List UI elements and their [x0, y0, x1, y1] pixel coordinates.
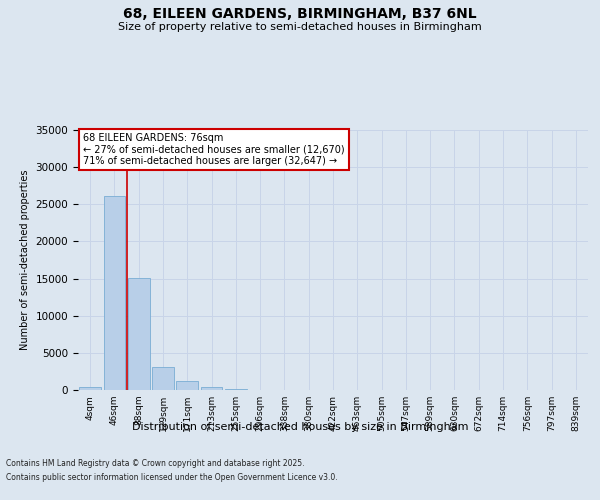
- Bar: [79, 387, 101, 390]
- Text: 68, EILEEN GARDENS, BIRMINGHAM, B37 6NL: 68, EILEEN GARDENS, BIRMINGHAM, B37 6NL: [123, 8, 477, 22]
- Text: Size of property relative to semi-detached houses in Birmingham: Size of property relative to semi-detach…: [118, 22, 482, 32]
- Bar: [200, 386, 223, 390]
- Text: Contains public sector information licensed under the Open Government Licence v3: Contains public sector information licen…: [6, 474, 338, 482]
- Y-axis label: Number of semi-detached properties: Number of semi-detached properties: [20, 170, 30, 350]
- Text: Contains HM Land Registry data © Crown copyright and database right 2025.: Contains HM Land Registry data © Crown c…: [6, 458, 305, 468]
- Bar: [128, 278, 149, 390]
- Bar: [104, 196, 125, 390]
- Bar: [176, 381, 198, 390]
- Bar: [225, 389, 247, 390]
- Text: 68 EILEEN GARDENS: 76sqm
← 27% of semi-detached houses are smaller (12,670)
71% : 68 EILEEN GARDENS: 76sqm ← 27% of semi-d…: [83, 132, 345, 166]
- Text: Distribution of semi-detached houses by size in Birmingham: Distribution of semi-detached houses by …: [132, 422, 468, 432]
- Bar: [152, 367, 174, 390]
